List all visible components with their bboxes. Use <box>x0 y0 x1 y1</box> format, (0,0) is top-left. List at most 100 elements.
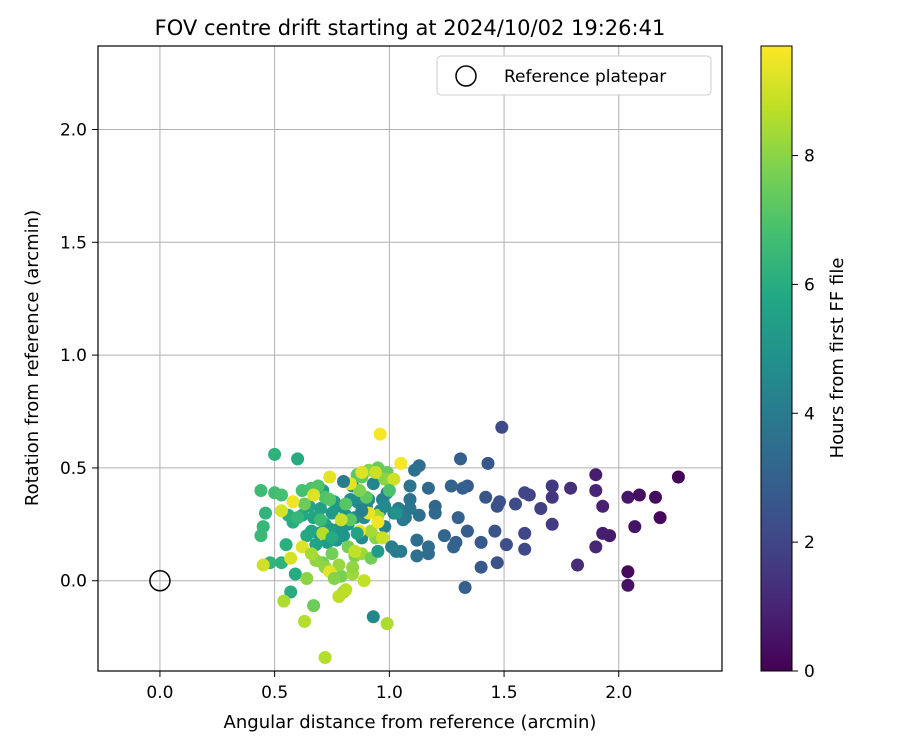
data-point <box>389 506 403 520</box>
data-point <box>366 610 380 624</box>
data-point <box>671 470 685 484</box>
x-tick-label: 1.5 <box>491 683 518 703</box>
data-point <box>314 513 327 527</box>
grid <box>98 46 722 671</box>
y-tick-label: 2.0 <box>60 120 87 140</box>
data-point <box>268 447 282 461</box>
colorbar-gradient <box>760 45 793 672</box>
data-point <box>364 524 378 538</box>
x-axis-label: Angular distance from reference (arcmin) <box>224 712 597 733</box>
data-point <box>300 572 314 585</box>
data-point <box>378 499 392 513</box>
data-point <box>291 511 305 525</box>
data-point <box>571 558 584 572</box>
colorbar-label: Hours from first FF file <box>827 258 848 459</box>
data-point <box>564 481 578 495</box>
data-point <box>254 484 268 497</box>
x-axis-ticks: 0.0 0.5 1.0 1.5 2.0 <box>146 671 632 703</box>
data-point <box>451 511 465 525</box>
colorbar: 0 2 4 6 8 Hours from first FF file <box>760 45 848 682</box>
data-points <box>254 420 685 664</box>
data-point <box>291 452 305 466</box>
x-tick-label: 2.0 <box>605 683 632 703</box>
data-point <box>307 488 321 502</box>
data-point <box>621 565 635 579</box>
data-point <box>596 499 610 513</box>
data-point <box>348 544 362 558</box>
data-point <box>456 481 470 495</box>
colorbar-tick-label: 6 <box>804 275 815 295</box>
data-point <box>275 504 288 518</box>
data-point <box>323 493 337 506</box>
data-point <box>339 497 353 511</box>
data-point <box>621 578 635 592</box>
data-point <box>337 475 350 488</box>
y-tick-label: 1.0 <box>60 346 87 366</box>
data-point <box>545 479 559 493</box>
data-point <box>628 520 642 534</box>
data-point <box>284 551 298 565</box>
y-axis-label: Rotation from reference (arcmin) <box>22 210 43 506</box>
data-point <box>325 506 339 520</box>
data-point <box>378 472 392 486</box>
data-point <box>518 486 532 500</box>
colorbar-tick-label: 2 <box>804 533 815 553</box>
legend-marker-icon <box>455 65 477 87</box>
data-point <box>385 540 399 554</box>
data-point <box>596 526 610 540</box>
data-point <box>343 513 357 527</box>
legend: Reference platepar <box>436 55 712 96</box>
data-point <box>410 549 424 563</box>
legend-label: Reference platepar <box>504 67 666 87</box>
data-point <box>545 490 559 504</box>
data-point <box>369 465 383 479</box>
data-point <box>366 477 380 491</box>
data-point <box>387 472 401 486</box>
data-point <box>277 594 291 608</box>
data-point <box>412 508 426 522</box>
data-point <box>339 583 353 597</box>
data-point <box>371 515 385 529</box>
data-point <box>304 547 318 561</box>
data-point <box>371 544 385 558</box>
data-point <box>545 517 559 531</box>
x-tick-label: 1.0 <box>376 683 403 703</box>
reference-marker <box>149 569 171 592</box>
data-point <box>410 533 424 547</box>
data-point <box>355 504 369 518</box>
data-point <box>408 463 422 477</box>
y-axis-ticks: 0.0 0.5 1.0 1.5 2.0 <box>60 120 98 592</box>
data-point <box>653 511 667 525</box>
data-point <box>325 547 339 561</box>
data-point <box>589 540 603 554</box>
data-point <box>403 493 417 506</box>
data-point <box>357 574 371 588</box>
data-point <box>518 526 532 540</box>
data-point <box>256 558 270 572</box>
data-point <box>346 560 360 574</box>
data-point <box>298 497 311 511</box>
data-point <box>286 495 300 509</box>
data-point <box>332 558 346 572</box>
data-point <box>649 490 662 504</box>
data-point <box>295 540 309 554</box>
data-point <box>444 479 458 493</box>
data-point <box>300 529 314 543</box>
data-point <box>460 524 474 538</box>
data-point <box>373 427 387 441</box>
data-point <box>509 497 522 511</box>
data-point <box>355 465 369 479</box>
data-point <box>632 488 646 502</box>
data-point <box>474 535 488 549</box>
data-point <box>589 484 603 497</box>
data-point <box>589 468 603 482</box>
colorbar-tick-label: 0 <box>804 662 815 682</box>
data-point <box>447 540 461 554</box>
data-point <box>621 490 635 504</box>
data-point <box>275 488 288 502</box>
y-tick-label: 1.5 <box>60 233 87 253</box>
data-point <box>380 617 394 631</box>
data-point <box>382 484 396 497</box>
